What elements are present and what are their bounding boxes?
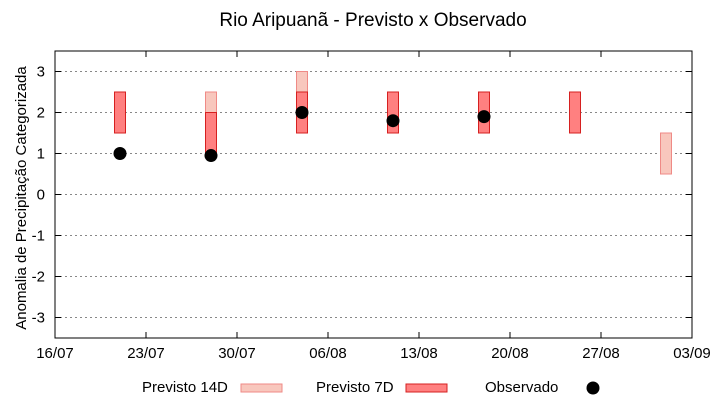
legend-swatch [240,383,283,393]
y-tick-label: -1 [32,228,45,245]
legend-swatch [586,381,600,395]
x-tick-label: 30/07 [218,345,256,362]
x-tick-label: 13/08 [400,345,438,362]
y-tick-label: -3 [32,310,45,327]
observed-point [113,147,127,160]
legend-label: Previsto 14D [142,379,228,396]
observed-point [386,114,400,128]
x-tick-label: 16/07 [36,345,74,362]
x-tick-label: 03/09 [673,345,711,362]
y-tick-label: 3 [37,64,45,81]
observed-point [477,110,491,124]
x-tick-label: 06/08 [309,345,347,362]
y-tick-label: 1 [37,146,45,163]
range-bar [660,132,672,175]
chart-title: Rio Aripuanã - Previsto x Observado [219,10,526,31]
observed-point [295,106,309,119]
y-axis-label: Anomalia de Precipitação Categorizada [13,66,30,330]
grid [55,71,692,318]
y-tick-label: -2 [32,269,45,286]
x-tick-label: 23/07 [127,345,165,362]
x-tick-label: 20/08 [491,345,529,362]
x-tick-label: 27/08 [582,345,620,362]
plot-frame [54,50,693,339]
range-bar [205,112,217,154]
y-tick-label: 0 [37,187,45,204]
range-bar [114,91,126,134]
legend: Previsto 14D Previsto 7D Observado [142,379,600,396]
legend-swatch [405,383,448,393]
legend-label: Observado [485,379,558,396]
y-tick-label: 2 [37,105,45,122]
legend-label: Previsto 7D [316,379,394,396]
observed-point [204,149,218,163]
axis-ticks: 3 2 1 0 -1 -2 -3 16/07 23/07 30/07 06/08 13/08 20/08… [32,51,711,362]
range-bar [387,91,399,134]
range-bar [569,91,581,134]
data-marks [113,71,672,175]
